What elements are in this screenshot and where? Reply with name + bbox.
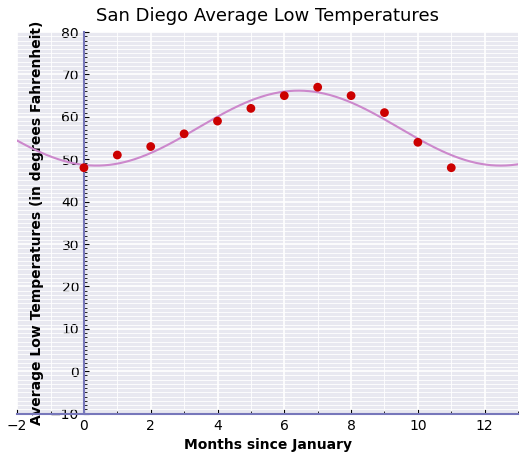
Point xyxy=(280,92,289,99)
Point xyxy=(213,118,222,125)
Point xyxy=(113,151,121,159)
Point xyxy=(80,164,88,171)
Point xyxy=(380,109,388,116)
Title: San Diego Average Low Temperatures: San Diego Average Low Temperatures xyxy=(96,7,439,25)
Point xyxy=(247,105,255,112)
Point xyxy=(447,164,456,171)
Point xyxy=(414,139,422,146)
Point xyxy=(146,143,155,150)
Y-axis label: Average Low Temperatures (in degrees Fahrenheit): Average Low Temperatures (in degrees Fah… xyxy=(30,21,44,425)
Point xyxy=(313,84,322,91)
X-axis label: Months since January: Months since January xyxy=(184,438,352,452)
Point xyxy=(180,130,188,138)
Point xyxy=(347,92,355,99)
